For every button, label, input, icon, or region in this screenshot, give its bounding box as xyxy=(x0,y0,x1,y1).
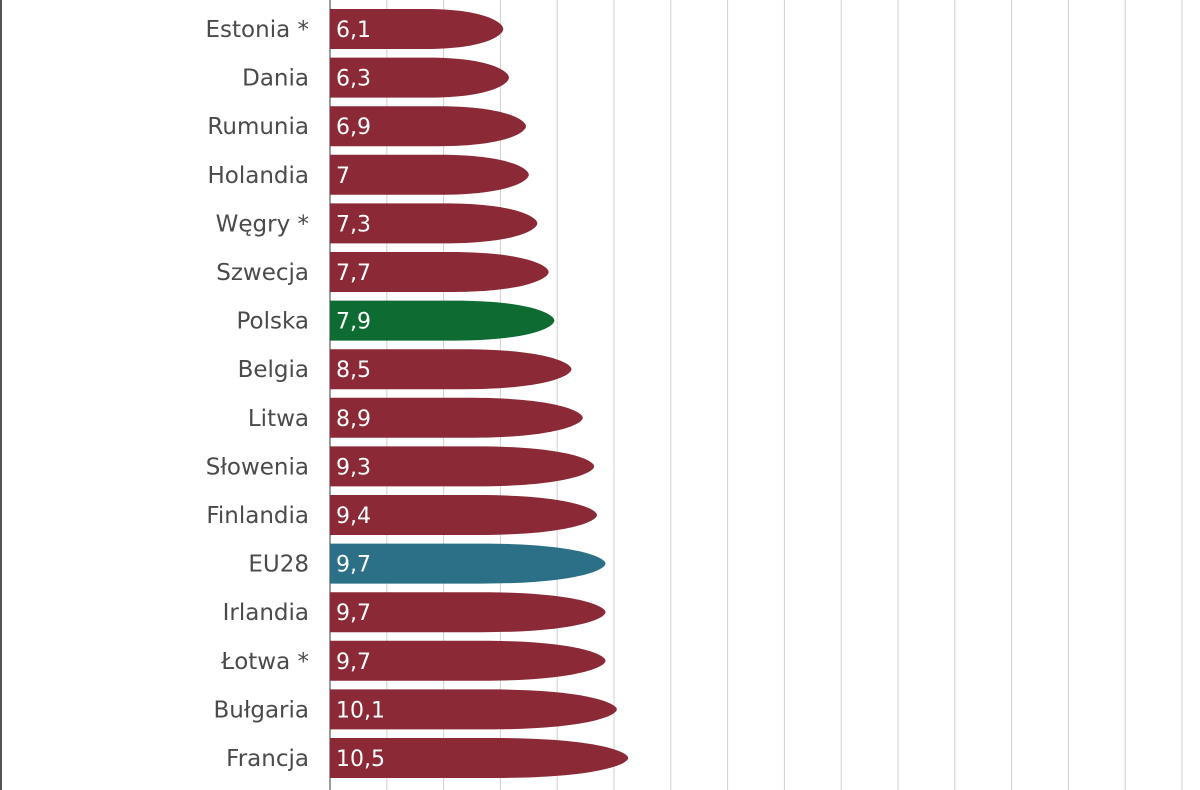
value-label: 8,5 xyxy=(336,358,371,383)
category-label: Estonia * xyxy=(206,17,309,43)
bar xyxy=(330,689,617,730)
category-label: Łotwa * xyxy=(220,649,309,675)
value-label: 9,7 xyxy=(336,553,371,578)
bar xyxy=(330,543,606,584)
value-label: 9,7 xyxy=(336,601,371,626)
category-label: Słowenia xyxy=(206,454,309,480)
category-label: Finlandia xyxy=(206,503,309,529)
category-label: Dania xyxy=(242,66,309,92)
category-label: Polska xyxy=(236,309,309,335)
value-label: 10,1 xyxy=(336,698,385,723)
value-label: 9,4 xyxy=(336,504,371,529)
category-labels: Estonia * Dania Rumunia Holandia Węgry * Szwe… xyxy=(206,17,309,772)
category-label: Litwa xyxy=(248,406,309,432)
category-label: Szwecja xyxy=(216,260,309,286)
category-label: Francja xyxy=(226,746,309,772)
category-label: Węgry * xyxy=(216,211,309,237)
value-label: 8,9 xyxy=(336,407,371,432)
bar xyxy=(330,300,555,341)
bar xyxy=(330,154,529,195)
value-label: 7 xyxy=(336,164,350,189)
bar xyxy=(330,252,549,292)
value-label: 6,1 xyxy=(336,18,371,43)
value-label: 7,9 xyxy=(336,310,371,335)
value-label: 6,9 xyxy=(336,115,371,140)
value-label: 10,5 xyxy=(336,747,385,772)
category-label: Holandia xyxy=(207,163,309,189)
grid-lines xyxy=(329,0,1183,790)
value-labels: 6,1 6,3 6,9 7 7,3 7,7 7,9 8,5 8,9 9,3 9,4 9,7 9,7 9,7… xyxy=(336,18,385,772)
category-label: EU28 xyxy=(248,552,309,578)
bar xyxy=(330,57,509,98)
bar xyxy=(330,640,606,681)
bar xyxy=(330,9,504,49)
bar xyxy=(330,738,629,778)
value-label: 7,7 xyxy=(336,261,371,286)
bars xyxy=(330,9,629,778)
value-label: 9,3 xyxy=(336,455,371,480)
bar xyxy=(330,106,526,147)
category-label: Bułgaria xyxy=(213,697,309,723)
bar xyxy=(330,203,538,244)
bar xyxy=(330,592,606,633)
value-label: 9,7 xyxy=(336,650,371,675)
bar xyxy=(330,397,583,438)
value-label: 7,3 xyxy=(336,212,371,237)
bar xyxy=(330,495,597,535)
category-label: Irlandia xyxy=(223,600,309,626)
bar xyxy=(330,446,595,487)
category-label: Belgia xyxy=(238,357,309,383)
category-label: Rumunia xyxy=(207,114,309,140)
bar xyxy=(330,349,572,390)
value-label: 6,3 xyxy=(336,67,371,92)
